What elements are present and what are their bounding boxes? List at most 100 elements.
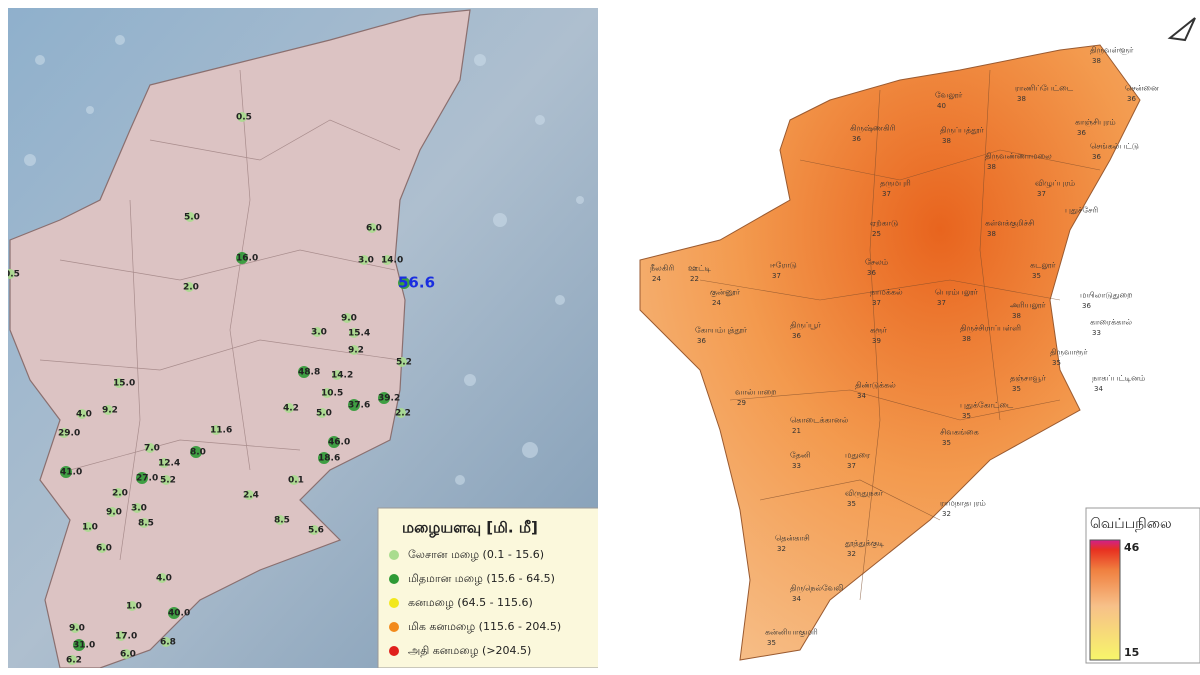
rain-reading: 7.0 bbox=[144, 444, 160, 454]
rain-reading: 8.5 bbox=[138, 519, 154, 529]
district-name: மயிலாடுதுறை bbox=[1080, 291, 1133, 301]
district-name: திருச்சிராப்பள்ளி bbox=[960, 324, 1021, 334]
district-temp: 34 bbox=[1094, 385, 1103, 393]
rain-reading: 17.0 bbox=[115, 632, 137, 642]
scale-min: 15 bbox=[1124, 646, 1139, 659]
district-name: சேலம் bbox=[865, 258, 888, 267]
district-name: கிருஷ்ணகிரி bbox=[850, 124, 896, 134]
district-temp: 38 bbox=[962, 335, 971, 343]
district-temp: 38 bbox=[987, 230, 996, 238]
district-name: நாமக்கல் bbox=[870, 288, 903, 297]
district-temp: 37 bbox=[872, 299, 881, 307]
rain-reading: 5.0 bbox=[316, 409, 332, 419]
district-temp: 33 bbox=[792, 462, 801, 470]
rain-reading: 27.0 bbox=[136, 474, 158, 484]
legend-label: அதி கனமழை (>204.5) bbox=[408, 644, 531, 657]
rain-reading: 40.0 bbox=[168, 609, 190, 619]
rain-reading: 8.5 bbox=[274, 516, 290, 526]
district-name: ராமநாதபுரம் bbox=[940, 499, 986, 508]
district-name: ஊட்டி bbox=[688, 264, 711, 273]
rain-station bbox=[168, 607, 180, 619]
district-name: ஏற்காடு bbox=[870, 219, 898, 228]
district-temp: 35 bbox=[1012, 385, 1021, 393]
district-temp: 35 bbox=[1032, 272, 1041, 280]
district-temp: 40 bbox=[937, 102, 946, 110]
rain-station bbox=[70, 623, 80, 633]
district-temp: 25 bbox=[872, 230, 881, 238]
rain-reading: 15.4 bbox=[348, 329, 370, 339]
district-name: திருவாரூர் bbox=[1050, 348, 1088, 358]
legend-swatch bbox=[389, 550, 399, 560]
district-name: திருவண்ணாமலை bbox=[985, 152, 1052, 162]
rain-reading: 0.5 bbox=[4, 270, 20, 280]
district-name: பெரம்பலூர் bbox=[935, 288, 978, 298]
rain-station bbox=[398, 277, 410, 289]
district-temp: 36 bbox=[697, 337, 706, 345]
legend-label: கனமழை (64.5 - 115.6) bbox=[408, 596, 533, 609]
district-name: வேலூர் bbox=[935, 91, 963, 101]
rain-reading: 5.2 bbox=[396, 358, 412, 368]
north-arrow bbox=[1167, 17, 1196, 42]
rain-station bbox=[97, 543, 107, 553]
district-temp: 36 bbox=[1127, 95, 1136, 103]
rain-reading: 11.6 bbox=[210, 426, 232, 436]
rain-reading: 4.0 bbox=[76, 410, 92, 420]
district-temp: 32 bbox=[777, 545, 786, 553]
rain-station bbox=[127, 601, 137, 611]
rain-reading: 4.2 bbox=[283, 404, 299, 414]
legend-swatch bbox=[389, 622, 399, 632]
rain-station bbox=[312, 327, 322, 337]
rain-station bbox=[349, 345, 359, 355]
district-name: மதுரை bbox=[845, 451, 871, 461]
rain-station bbox=[8, 269, 15, 279]
district-temp: 24 bbox=[652, 275, 661, 283]
district-temp: 38 bbox=[942, 137, 951, 145]
district-name: திருப்பூர் bbox=[790, 321, 822, 331]
district-name: புதுச்சேரி bbox=[1065, 206, 1098, 216]
rain-station bbox=[284, 403, 294, 413]
district-temp: 32 bbox=[942, 510, 951, 518]
rain-station bbox=[236, 252, 248, 264]
rain-reading: 16.0 bbox=[236, 254, 258, 264]
district-temp: 35 bbox=[1052, 359, 1061, 367]
district-temp: 36 bbox=[1082, 302, 1091, 310]
district-name: நாகப்பட்டினம் bbox=[1092, 374, 1145, 383]
district-name: செங்கல்பட்டு bbox=[1090, 142, 1139, 151]
rain-station bbox=[161, 475, 171, 485]
rain-reading: 29.0 bbox=[58, 429, 80, 439]
rain-reading: 8.0 bbox=[190, 448, 206, 458]
rain-station bbox=[349, 328, 359, 338]
rain-station bbox=[397, 357, 407, 367]
district-temp: 22 bbox=[690, 275, 699, 283]
rain-reading: 1.0 bbox=[82, 523, 98, 533]
district-name: கன்னியாகுமரி bbox=[765, 628, 818, 638]
district-name: தஞ்சாவூர் bbox=[1010, 374, 1046, 384]
district-name: தேனி bbox=[790, 451, 810, 460]
district-name: அரியலூர் bbox=[1010, 301, 1046, 311]
rain-station bbox=[185, 212, 195, 222]
rain-station bbox=[59, 428, 69, 438]
rain-legend-title: மழையளவு [மி. மீ] bbox=[402, 519, 538, 538]
district-name: திருப்பத்தூர் bbox=[940, 126, 985, 136]
legend-label: மிதமான மழை (15.6 - 64.5) bbox=[408, 572, 555, 585]
rain-station bbox=[145, 443, 155, 453]
rain-station bbox=[121, 649, 131, 659]
rain-station bbox=[114, 378, 124, 388]
rain-station bbox=[275, 515, 285, 525]
rain-reading: 3.0 bbox=[358, 256, 374, 266]
rain-reading: 46.0 bbox=[328, 438, 350, 448]
rain-reading: 56.6 bbox=[398, 274, 435, 292]
district-temp: 35 bbox=[962, 412, 971, 420]
district-temp: 37 bbox=[937, 299, 946, 307]
district-name: கொடைக்கானல் bbox=[790, 416, 849, 425]
district-name: கோயம்புத்தூர் bbox=[695, 326, 748, 336]
district-name: கரூர் bbox=[870, 326, 888, 336]
rain-reading: 2.0 bbox=[183, 283, 199, 293]
rain-station bbox=[161, 637, 171, 647]
rain-reading: 3.0 bbox=[311, 328, 327, 338]
rain-station bbox=[378, 392, 390, 404]
rain-reading: 5.0 bbox=[184, 213, 200, 223]
rain-station bbox=[396, 408, 406, 418]
temperature-map: வெப்பநிலை 46 15 திருவள்ளூர்38ராணிப்பேட்ட… bbox=[639, 17, 1200, 664]
district-temp: 37 bbox=[882, 190, 891, 198]
